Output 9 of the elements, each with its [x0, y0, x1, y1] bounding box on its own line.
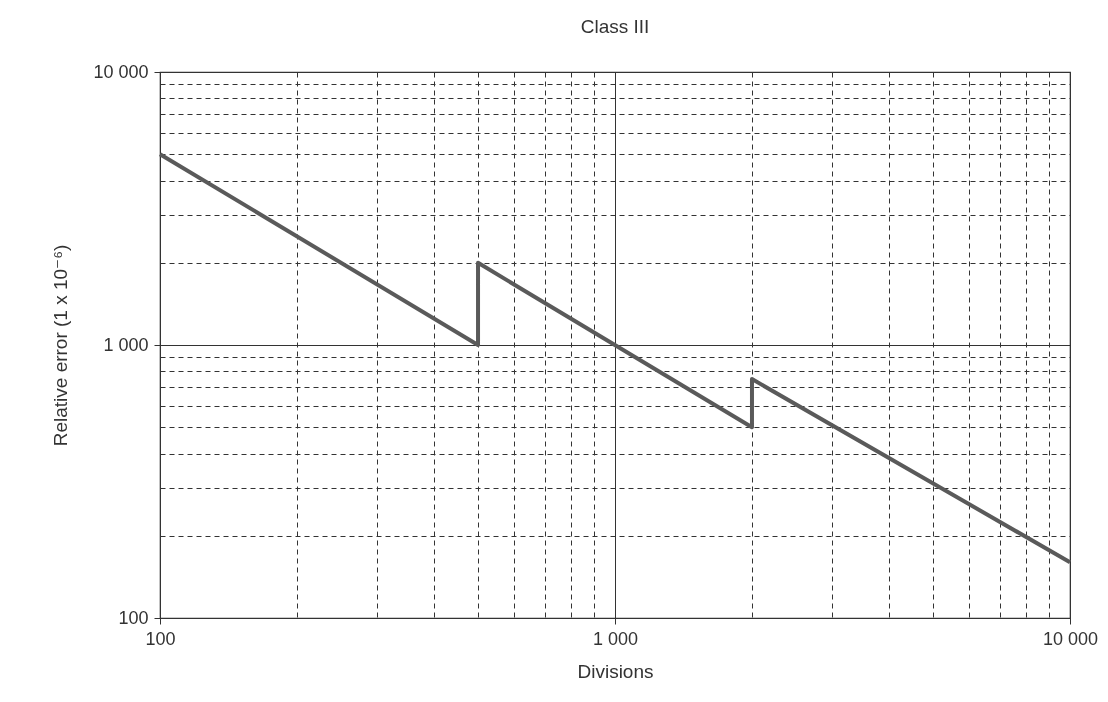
y-axis-title: Relative error (1 x 10⁻⁶) — [50, 244, 72, 447]
x-tick-label: 10 000 — [1042, 628, 1099, 649]
x-tick-label: 1 000 — [592, 628, 639, 649]
y-tick-label: 1 000 — [103, 334, 149, 355]
x-tick-label: 100 — [145, 628, 176, 649]
chart-title: Class III — [580, 16, 650, 37]
x-axis-title: Divisions — [577, 660, 654, 682]
y-tick-label: 10 000 — [93, 61, 149, 82]
y-tick-label: 100 — [118, 607, 149, 628]
